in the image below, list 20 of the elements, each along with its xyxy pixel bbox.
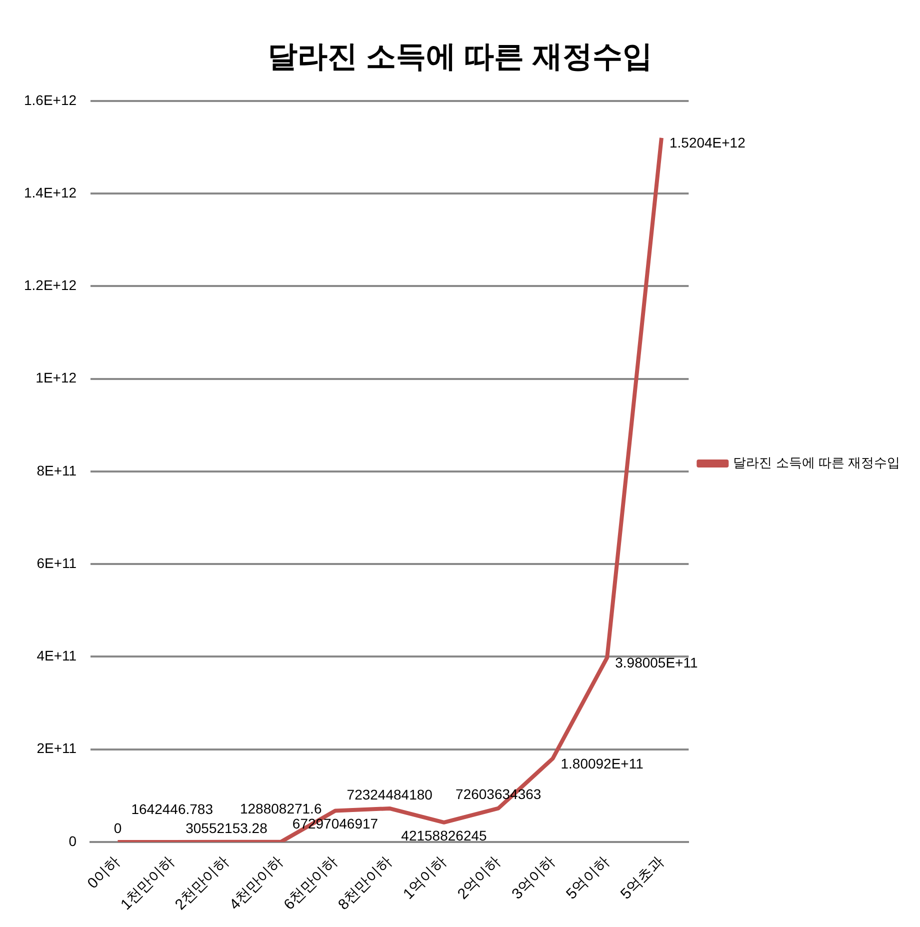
data-label: 1642446.783 — [131, 800, 214, 817]
y-tick-label: 8E+11 — [36, 462, 77, 478]
data-label: 3.98005E+11 — [615, 654, 698, 670]
data-label: 0 — [114, 820, 122, 836]
data-label: 128808271.6 — [240, 800, 322, 817]
data-label: 1.80092E+11 — [560, 755, 644, 772]
y-tick-label: 1E+12 — [36, 370, 77, 386]
y-tick-label: 1.6E+12 — [24, 92, 77, 108]
data-label: 30552153.28 — [186, 820, 268, 836]
chart-title: 달라진 소득에 따른 재정수입 — [267, 40, 653, 74]
data-label: 42158826245 — [401, 827, 488, 844]
y-tick-label: 1.2E+12 — [24, 277, 77, 294]
y-tick-label: 4E+11 — [36, 648, 77, 664]
y-tick-label: 6E+11 — [36, 554, 77, 571]
y-tick-label: 2E+11 — [36, 740, 77, 756]
data-label: 72324484180 — [346, 786, 433, 802]
y-tick-label: 0 — [68, 832, 77, 849]
y-tick-label: 1.4E+12 — [24, 184, 77, 200]
data-label: 1.5204E+12 — [669, 134, 746, 151]
legend-label: 달라진 소득에 따른 재정수입 — [733, 455, 900, 470]
